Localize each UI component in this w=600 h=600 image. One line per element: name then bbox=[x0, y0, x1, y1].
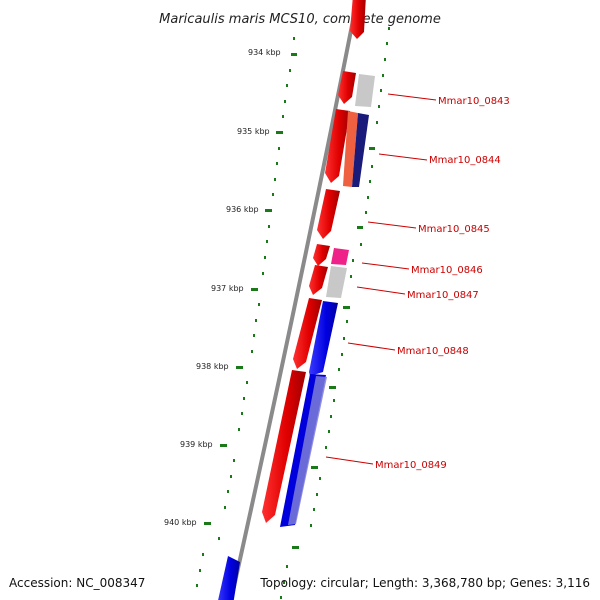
forward-gene-feature[interactable] bbox=[262, 370, 306, 523]
gene-feature-navy[interactable] bbox=[352, 113, 369, 187]
forward-gene-feature[interactable] bbox=[293, 298, 322, 369]
gene-labels[interactable]: Mmar10_0843 Mmar10_0844 Mmar10_0845 Mmar… bbox=[375, 96, 510, 471]
gene-feature-orange[interactable] bbox=[343, 111, 358, 187]
forward-gene-feature[interactable] bbox=[338, 71, 356, 104]
forward-gene-feature[interactable] bbox=[325, 109, 350, 183]
gene-label[interactable]: Mmar10_0849 bbox=[375, 460, 447, 471]
gene-label[interactable]: Mmar10_0845 bbox=[418, 224, 490, 235]
map-title: Maricaulis maris MCS10, complete genome bbox=[159, 12, 441, 27]
gene-label[interactable]: Mmar10_0844 bbox=[429, 155, 501, 166]
position-tick-label: 937 kbp bbox=[211, 284, 244, 293]
gene-feature-magenta[interactable] bbox=[331, 248, 349, 265]
gene-label[interactable]: Mmar10_0848 bbox=[397, 346, 469, 357]
reverse-gene-feature[interactable] bbox=[309, 301, 338, 376]
gene-label[interactable]: Mmar10_0843 bbox=[438, 96, 510, 107]
position-tick-label: 939 kbp bbox=[180, 440, 213, 449]
gene-feature-grey[interactable] bbox=[326, 266, 347, 298]
label-connectors bbox=[325, 93, 437, 465]
forward-gene-feature[interactable] bbox=[350, 0, 366, 39]
position-tick-labels: 934 kbp 935 kbp 936 kbp 937 kbp 938 kbp … bbox=[164, 48, 281, 527]
position-tick-label: 936 kbp bbox=[226, 205, 259, 214]
gene-label[interactable]: Mmar10_0846 bbox=[411, 265, 483, 276]
gene-label[interactable]: Mmar10_0847 bbox=[407, 290, 479, 301]
reverse-gene-feature[interactable] bbox=[217, 556, 240, 600]
reverse-feature-track[interactable] bbox=[217, 74, 375, 600]
forward-gene-feature[interactable] bbox=[313, 244, 330, 266]
forward-gene-feature[interactable] bbox=[317, 189, 340, 239]
reverse-gene-feature-shade bbox=[288, 376, 327, 525]
position-tick-label: 934 kbp bbox=[248, 48, 281, 57]
gene-feature-grey[interactable] bbox=[355, 74, 375, 107]
outer-tick-row bbox=[196, 37, 297, 587]
inner-tick-row bbox=[280, 27, 390, 599]
position-tick-label: 940 kbp bbox=[164, 518, 197, 527]
position-tick-label: 935 kbp bbox=[237, 127, 270, 136]
genome-summary-text: Topology: circular; Length: 3,368,780 bp… bbox=[259, 576, 590, 590]
position-tick-label: 938 kbp bbox=[196, 362, 229, 371]
forward-gene-feature[interactable] bbox=[309, 265, 328, 295]
accession-text: Accession: NC_008347 bbox=[9, 576, 145, 590]
forward-feature-track[interactable] bbox=[262, 0, 366, 523]
